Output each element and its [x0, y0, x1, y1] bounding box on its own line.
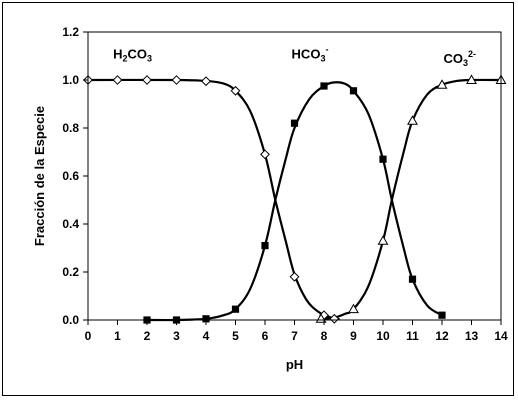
point-hco3	[379, 155, 387, 163]
point-h2co3	[260, 149, 270, 160]
x-tick-label: 1	[114, 329, 121, 343]
x-tick-label: 4	[203, 329, 210, 343]
point-co32	[436, 79, 448, 89]
label-h2co3: H2CO3	[113, 46, 152, 63]
y-tick-label: 0.0	[62, 313, 79, 327]
curve-h2co3	[86, 78, 340, 321]
x-tick-label: 8	[321, 329, 328, 343]
point-co32	[348, 303, 359, 314]
markers-layer	[83, 74, 507, 324]
point-h2co3	[112, 75, 123, 85]
label-co32: CO32-	[443, 49, 476, 68]
point-co32	[466, 74, 477, 84]
point-co32	[407, 115, 418, 125]
y-tick-label: 1.0	[62, 73, 79, 87]
point-hco3	[349, 87, 358, 95]
curves-layer	[86, 78, 503, 322]
y-tick-label: 1.2	[62, 25, 79, 39]
x-tick-label: 7	[291, 329, 298, 343]
x-tick-label: 0	[85, 329, 92, 343]
point-hco3	[231, 305, 240, 313]
x-tick-label: 2	[144, 329, 151, 343]
y-tick-label: 0.2	[62, 265, 79, 279]
chart-frame	[2, 2, 514, 396]
y-tick-label: 0.8	[62, 121, 79, 135]
point-h2co3	[230, 85, 241, 96]
point-hco3	[320, 82, 328, 90]
curve-co32	[319, 78, 503, 320]
point-hco3	[261, 242, 269, 250]
y-axis-title: Fracción de la Especie	[32, 106, 47, 246]
x-tick-label: 5	[232, 329, 239, 343]
x-tick-label: 12	[435, 329, 449, 343]
label-hco3: HCO3-	[292, 44, 329, 63]
point-hco3	[408, 275, 417, 283]
x-tick-label: 11	[406, 329, 419, 343]
point-h2co3	[329, 313, 340, 324]
x-tick-label: 3	[173, 329, 180, 343]
point-h2co3	[201, 76, 211, 87]
point-hco3	[438, 311, 446, 319]
point-h2co3	[171, 75, 182, 85]
x-tick-label: 9	[350, 329, 357, 343]
point-hco3	[202, 315, 210, 323]
curve-hco3	[145, 81, 444, 322]
y-tick-label: 0.4	[62, 217, 79, 231]
point-co32	[377, 235, 389, 245]
axes-layer: 0 1 2 3 4 5 6 7 8 9 10 11 12 13 140.00.20.40.60.81.01.…	[62, 25, 508, 343]
point-h2co3	[142, 75, 152, 85]
x-tick-label: 10	[376, 329, 390, 343]
point-h2co3	[289, 271, 300, 282]
y-tick-label: 0.6	[62, 169, 79, 183]
x-tick-label: 14	[494, 329, 508, 343]
x-tick-label: 6	[262, 329, 269, 343]
labels-layer: H2CO3 HCO3- CO32-	[113, 44, 476, 68]
x-tick-label: 13	[465, 329, 479, 343]
x-axis-title: pH	[286, 357, 303, 372]
point-hco3	[290, 119, 299, 127]
